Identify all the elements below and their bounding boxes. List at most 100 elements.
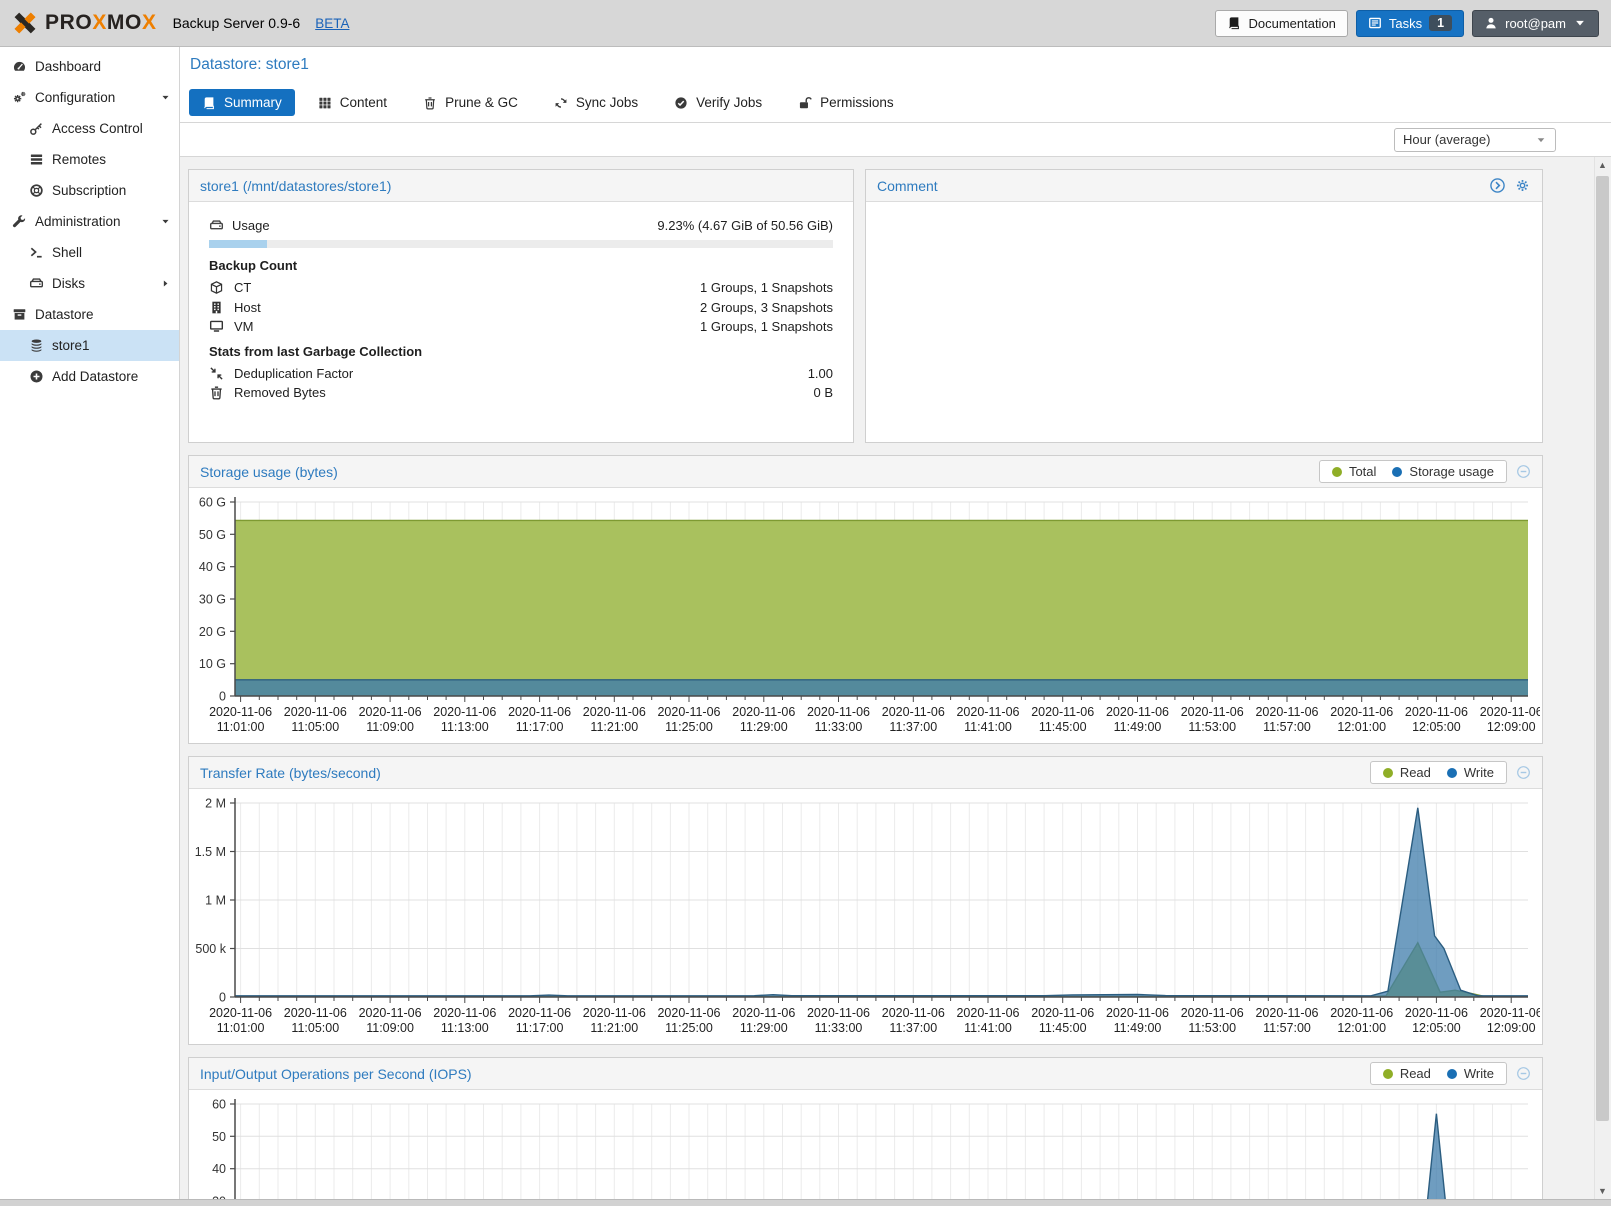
legend-item-total[interactable]: Total: [1331, 464, 1377, 479]
check-circle-icon: [674, 96, 688, 110]
backup-count-row-vm: VM 1 Groups, 1 Snapshots: [209, 317, 833, 337]
row-value: 1 Groups, 1 Snapshots: [700, 280, 833, 296]
legend-item-storage-usage[interactable]: Storage usage: [1392, 464, 1494, 479]
sidebar-item-shell[interactable]: Shell: [0, 237, 179, 268]
svg-text:12:01:00: 12:01:00: [1337, 1021, 1386, 1035]
chart-legend: Read Write: [1369, 1062, 1507, 1085]
sidebar-item-disks[interactable]: Disks: [0, 268, 179, 299]
svg-text:2020-11-06: 2020-11-06: [882, 1006, 945, 1020]
sidebar-item-add-datastore[interactable]: Add Datastore: [0, 361, 179, 392]
scroll-down-arrow-icon[interactable]: ▼: [1598, 1186, 1607, 1196]
toolbar-row: Hour (average): [180, 123, 1611, 157]
svg-text:2020-11-06: 2020-11-06: [209, 705, 272, 719]
svg-text:12:09:00: 12:09:00: [1487, 1021, 1536, 1035]
chevron-down-icon[interactable]: [160, 92, 171, 103]
tab-sync-jobs[interactable]: Sync Jobs: [541, 89, 651, 116]
backup-count-heading: Backup Count: [209, 258, 298, 273]
sidebar-item-access-control[interactable]: Access Control: [0, 113, 179, 144]
legend-label: Total: [1348, 464, 1377, 479]
usage-label: Usage: [232, 217, 270, 233]
svg-text:2020-11-06: 2020-11-06: [433, 1006, 496, 1020]
refresh-icon: [554, 96, 568, 110]
sidebar-item-configuration[interactable]: Configuration: [0, 82, 179, 113]
database-icon: [29, 338, 44, 353]
legend-item-read[interactable]: Read: [1382, 765, 1431, 780]
proxmox-x-icon: [12, 10, 38, 36]
svg-text:2020-11-06: 2020-11-06: [732, 1006, 795, 1020]
legend-item-write[interactable]: Write: [1446, 765, 1494, 780]
tab-summary[interactable]: Summary: [189, 89, 295, 116]
svg-text:2020-11-06: 2020-11-06: [657, 705, 720, 719]
collapse-panel-icon[interactable]: [1516, 464, 1531, 479]
svg-text:2020-11-06: 2020-11-06: [1181, 705, 1244, 719]
svg-text:11:53:00: 11:53:00: [1188, 720, 1236, 734]
svg-text:2020-11-06: 2020-11-06: [508, 1006, 571, 1020]
sidebar-item-label: Subscription: [52, 183, 127, 198]
chevron-right-icon[interactable]: [160, 278, 171, 289]
collapse-panel-icon[interactable]: [1516, 765, 1531, 780]
svg-text:2020-11-06: 2020-11-06: [732, 705, 795, 719]
tab-content[interactable]: Content: [305, 89, 400, 116]
svg-text:40: 40: [212, 1162, 226, 1176]
gc-stats-rows: Deduplication Factor 1.00 Removed Bytes 0 B: [209, 364, 833, 403]
legend-item-write[interactable]: Write: [1446, 1066, 1494, 1081]
svg-text:11:53:00: 11:53:00: [1188, 1021, 1236, 1035]
row-label: Host: [234, 299, 261, 315]
time-range-value: Hour (average): [1403, 132, 1491, 147]
legend-item-read[interactable]: Read: [1382, 1066, 1431, 1081]
life-ring-icon: [29, 183, 44, 198]
scrollbar-thumb[interactable]: [1596, 176, 1609, 1121]
svg-text:12:01:00: 12:01:00: [1337, 720, 1386, 734]
documentation-button[interactable]: Documentation: [1215, 9, 1348, 37]
sidebar-item-label: Administration: [35, 214, 121, 229]
sidebar-item-administration[interactable]: Administration: [0, 206, 179, 237]
collapse-panel-icon[interactable]: [1516, 1066, 1531, 1081]
tab-label: Prune & GC: [445, 95, 518, 110]
gc-stat-row-removed-bytes: Removed Bytes 0 B: [209, 383, 833, 403]
chevron-circle-right-icon[interactable]: [1489, 177, 1506, 194]
svg-text:11:13:00: 11:13:00: [441, 720, 489, 734]
wrench-icon: [12, 214, 27, 229]
sidebar-item-remotes[interactable]: Remotes: [0, 144, 179, 175]
cube-icon: [209, 280, 226, 295]
legend-dot: [1382, 1068, 1393, 1079]
tab-verify-jobs[interactable]: Verify Jobs: [661, 89, 775, 116]
vertical-scrollbar[interactable]: ▲ ▼: [1594, 157, 1610, 1199]
chart-panel-transfer-rate-bytes-second: Transfer Rate (bytes/second) Read Write 0 50…: [188, 756, 1543, 1045]
legend-dot: [1446, 1068, 1457, 1079]
scroll-up-arrow-icon[interactable]: ▲: [1598, 160, 1607, 170]
sidebar-item-subscription[interactable]: Subscription: [0, 175, 179, 206]
tab-prune-gc[interactable]: Prune & GC: [410, 89, 531, 116]
svg-text:1.5 M: 1.5 M: [195, 845, 226, 859]
page-title: Datastore: store1: [190, 56, 309, 73]
chevron-down-icon[interactable]: [160, 216, 171, 227]
sidebar-item-store1[interactable]: store1: [0, 330, 179, 361]
svg-text:500 k: 500 k: [195, 942, 226, 956]
book-icon: [202, 96, 216, 110]
sidebar-item-datastore[interactable]: Datastore: [0, 299, 179, 330]
gear-icon[interactable]: [1514, 177, 1531, 194]
tab-permissions[interactable]: Permissions: [785, 89, 907, 116]
time-range-select[interactable]: Hour (average): [1394, 127, 1556, 152]
beta-link[interactable]: BETA: [315, 15, 350, 31]
svg-text:2020-11-06: 2020-11-06: [433, 705, 496, 719]
row-label: Deduplication Factor: [234, 365, 354, 381]
svg-text:11:45:00: 11:45:00: [1039, 720, 1087, 734]
sidebar-item-label: Shell: [52, 245, 83, 260]
svg-text:2020-11-06: 2020-11-06: [956, 705, 1019, 719]
row-value: 2 Groups, 3 Snapshots: [700, 299, 833, 315]
svg-text:2020-11-06: 2020-11-06: [1181, 1006, 1244, 1020]
tasks-button[interactable]: Tasks 1: [1355, 9, 1465, 37]
tab-bar: Summary Content Prune & GC Sync Jobs Verify …: [180, 83, 1611, 123]
svg-text:11:33:00: 11:33:00: [815, 720, 863, 734]
sidebar-item-dashboard[interactable]: Dashboard: [0, 51, 179, 82]
svg-text:20 G: 20 G: [199, 625, 226, 639]
dashboard-icon: [12, 59, 27, 74]
legend-label: Read: [1399, 1066, 1431, 1081]
chart-legend: Read Write: [1369, 761, 1507, 784]
user-label: root@pam: [1505, 15, 1566, 31]
svg-text:11:25:00: 11:25:00: [665, 720, 713, 734]
user-menu-button[interactable]: root@pam: [1472, 9, 1599, 37]
sidebar-item-label: Add Datastore: [52, 369, 139, 384]
svg-text:11:01:00: 11:01:00: [217, 1021, 265, 1035]
